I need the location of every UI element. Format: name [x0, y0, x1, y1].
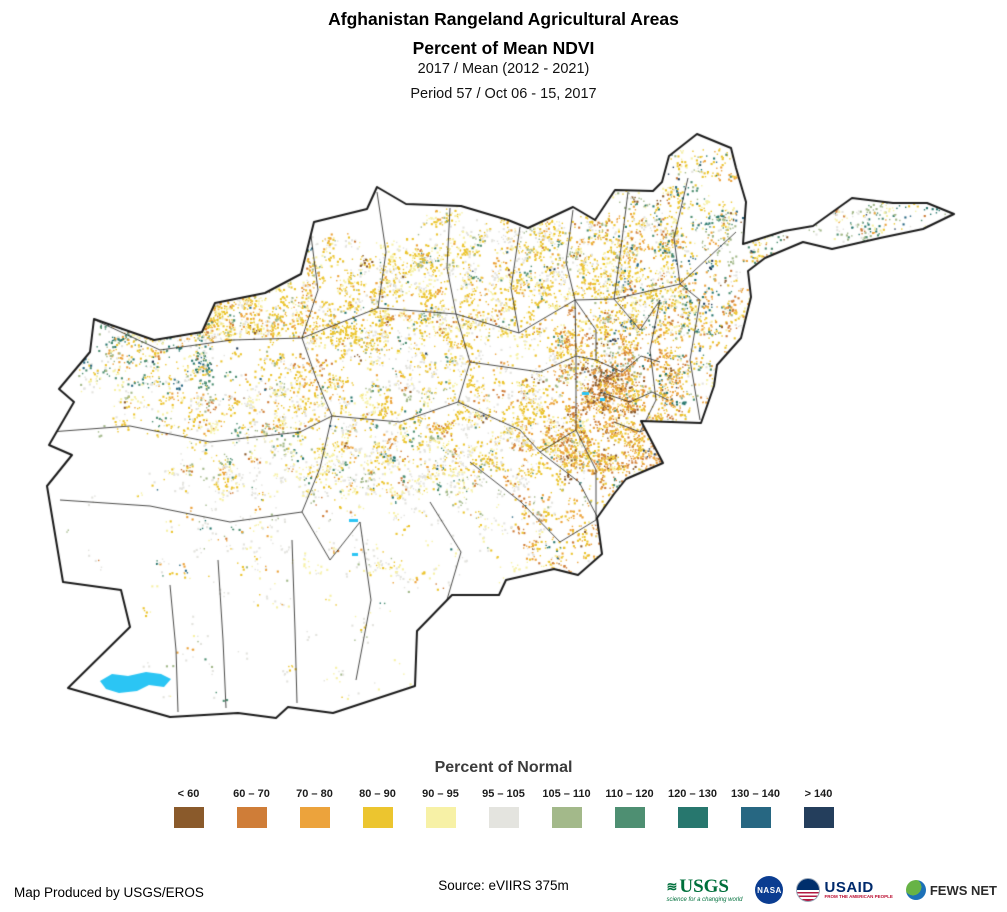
usgs-wave-icon: ≋: [666, 879, 678, 894]
nasa-logo: NASA: [755, 876, 784, 904]
usaid-seal-icon: [796, 878, 821, 902]
legend-swatch: [425, 807, 456, 828]
legend-swatch: [614, 807, 645, 828]
legend-label: > 140: [804, 788, 833, 800]
usaid-logo: USAID FROM THE AMERICAN PEOPLE: [796, 878, 893, 902]
usgs-logo: ≋ USGS science for a changing world: [666, 877, 742, 903]
legend-swatch: [362, 807, 393, 828]
legend-swatch: [551, 807, 582, 828]
legend-item: 130 – 140: [727, 788, 784, 828]
map-mean-line: 2017 / Mean (2012 - 2021): [417, 61, 590, 77]
legend-label: 110 – 120: [605, 788, 654, 800]
legend-items: < 60 60 – 70 70 – 80 80 – 90 90 – 95 95 – 105…: [0, 788, 1007, 828]
legend-label: 105 – 110: [542, 788, 591, 800]
legend-label: 70 – 80: [296, 788, 333, 800]
credit-text: Map Produced by USGS/EROS: [14, 885, 204, 900]
legend-item: 105 – 110: [538, 788, 595, 828]
source-text: Source: eVIIRS 375m: [438, 878, 569, 893]
legend-swatch: [236, 807, 267, 828]
legend-item: 70 – 80: [286, 788, 343, 828]
legend-item: 110 – 120: [601, 788, 658, 828]
legend-label: 130 – 140: [731, 788, 780, 800]
usaid-logo-text: USAID: [824, 879, 874, 897]
legend-label: < 60: [177, 788, 200, 800]
legend-swatch: [677, 807, 708, 828]
map-header: Afghanistan Rangeland Agricultural Areas…: [0, 0, 1007, 102]
legend-item: 80 – 90: [349, 788, 406, 828]
afghanistan-map-canvas: [0, 0, 1007, 755]
nasa-meatball-icon: NASA: [755, 876, 784, 904]
usgs-tagline: science for a changing world: [666, 897, 743, 903]
legend-label: 90 – 95: [422, 788, 459, 800]
legend-label: 60 – 70: [233, 788, 270, 800]
map-subtitle: Percent of Mean NDVI: [412, 38, 595, 58]
legend-swatch: [740, 807, 771, 828]
fewsnet-logo: FEWS NET: [905, 880, 997, 900]
legend-label: 95 – 105: [482, 788, 525, 800]
usaid-tagline: FROM THE AMERICAN PEOPLE: [824, 894, 893, 900]
legend-item: 120 – 130: [664, 788, 721, 828]
legend-item: 90 – 95: [412, 788, 469, 828]
legend-swatch: [803, 807, 834, 828]
legend-swatch: [299, 807, 330, 828]
legend-item: 60 – 70: [223, 788, 280, 828]
map-period-line: Period 57 / Oct 06 - 15, 2017: [410, 86, 597, 102]
legend-label: 80 – 90: [359, 788, 396, 800]
nasa-logo-text: NASA: [757, 885, 782, 895]
legend-item: 95 – 105: [475, 788, 532, 828]
fewsnet-globe-icon: [905, 880, 926, 900]
legend-title: Percent of Normal: [434, 759, 573, 776]
legend-swatch: [173, 807, 204, 828]
legend-swatch: [488, 807, 519, 828]
footer: Map Produced by USGS/EROS Source: eVIIRS…: [0, 856, 1007, 912]
legend: Percent of Normal < 60 60 – 70 70 – 80 80 –…: [0, 759, 1007, 828]
legend-item: < 60: [160, 788, 217, 828]
map-title: Afghanistan Rangeland Agricultural Areas: [328, 9, 679, 29]
legend-item: > 140: [790, 788, 847, 828]
legend-label: 120 – 130: [668, 788, 717, 800]
usgs-logo-text: USGS: [679, 876, 729, 897]
logo-strip: ≋ USGS science for a changing world NASA…: [666, 876, 997, 904]
fewsnet-logo-text: FEWS NET: [929, 882, 997, 898]
